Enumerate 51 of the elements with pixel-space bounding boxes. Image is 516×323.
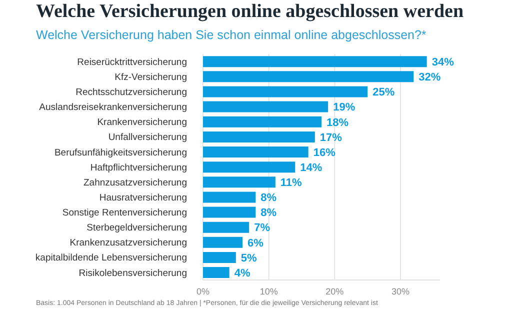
data-label: 18% [326, 116, 349, 129]
bar [203, 116, 322, 128]
y-tick-label: Krankenzusatzversicherung [70, 238, 187, 249]
y-tick-label: Kfz-Versicherung [114, 72, 187, 83]
data-label: 19% [333, 102, 356, 114]
data-label: 8% [260, 192, 277, 204]
chart-subtitle: Welche Versicherung haben Sie schon einmal online abgeschlossen?* [36, 28, 426, 42]
y-tick-label: Berufsunfähigkeitsversicherung [54, 147, 187, 158]
bar [203, 176, 276, 188]
bar [203, 56, 427, 68]
bar [203, 146, 308, 158]
y-tick-label: Risikolebensversicherung [78, 268, 187, 279]
y-tick-label: Reiserücktrittversicherung [77, 56, 187, 68]
bar [203, 86, 368, 98]
chart-title: Welche Versicherungen online abgeschlossen werden [36, 1, 464, 23]
data-label: 25% [372, 86, 395, 99]
data-label: 4% [234, 267, 250, 280]
x-tick-label: 20% [326, 286, 344, 296]
bar [203, 131, 315, 142]
bar [203, 236, 242, 248]
y-tick-label: Krankenversicherung [97, 117, 187, 128]
x-tick-label: 0% [196, 286, 210, 296]
data-label: 14% [300, 162, 322, 174]
data-label: 7% [254, 222, 270, 234]
y-tick-label: Unfallversicherung [108, 132, 187, 144]
bar [203, 267, 230, 278]
y-tick-label: Auslandsreisekrankenversicherung [39, 102, 187, 114]
data-label: 17% [320, 132, 342, 144]
data-label: 11% [280, 177, 302, 190]
bar [203, 101, 328, 112]
data-label: 34% [432, 56, 454, 69]
y-tick-label: Hausratversicherung [99, 192, 187, 204]
x-tick-label: 10% [260, 286, 278, 296]
bar [203, 192, 256, 203]
bar [203, 162, 296, 173]
bar [203, 222, 250, 233]
y-tick-label: Haftpflichtversicherung [90, 162, 187, 174]
data-label: 5% [240, 252, 258, 264]
bar [203, 252, 236, 263]
y-tick-label: kapitalbildende Lebensversicherung [35, 252, 187, 264]
data-label: 16% [313, 146, 336, 159]
data-label: 32% [418, 72, 441, 84]
bar [203, 206, 256, 218]
data-label: 6% [248, 237, 264, 250]
y-tick-label: Zahnzusatzversicherung [84, 177, 187, 188]
data-label: 8% [260, 207, 277, 220]
y-tick-label: Sonstige Rentenversicherung [62, 208, 187, 219]
y-tick-label: Rechtsschutzversicherung [76, 86, 187, 98]
x-tick-label: 30% [391, 286, 410, 296]
bar [203, 71, 414, 82]
y-tick-label: Sterbegeldversicherung [86, 222, 187, 234]
